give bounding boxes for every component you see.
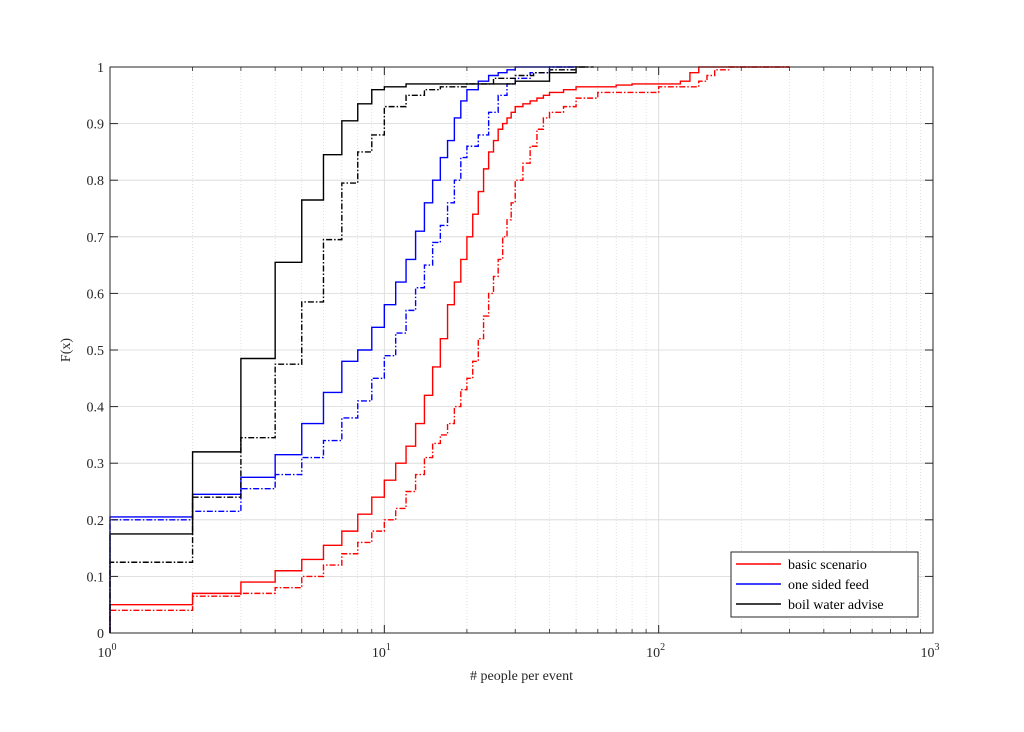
x-tick-label: 100 [98, 642, 117, 661]
series-boil-dashed [109, 66, 594, 633]
tick-labels: 100 101 102 103 0 0.1 0.2 0.3 0.4 0.5 0.6 0.7 0.8 0.9… [87, 61, 940, 661]
y-tick-label: 0.1 [87, 570, 105, 585]
x-axis-title: # people per event [470, 669, 573, 684]
y-tick-label: 0.9 [87, 118, 105, 133]
legend: basic scenario one sided feed boil water a… [730, 551, 919, 618]
y-tick-label: 0 [97, 627, 104, 642]
y-tick-label: 0.6 [87, 287, 105, 302]
y-tick-label: 1 [97, 61, 104, 76]
y-axis-title: F(x) [59, 338, 74, 362]
y-tick-label: 0.5 [87, 344, 105, 359]
y-tick-label: 0.8 [87, 174, 105, 189]
series-one-sided-dashed [109, 66, 577, 633]
grid [109, 66, 934, 634]
x-tick-label: 102 [646, 642, 665, 661]
tick-marks [109, 66, 934, 634]
y-tick-label: 0.7 [87, 231, 105, 246]
legend-box [730, 551, 919, 618]
legend-label: boil water advise [788, 598, 884, 613]
x-tick-label: 103 [921, 642, 940, 661]
legend-label: basic scenario [788, 558, 867, 573]
x-tick-label: 101 [372, 642, 391, 661]
series-boil-solid [109, 66, 588, 633]
y-tick-label: 0.4 [87, 401, 105, 416]
y-tick-label: 0.2 [87, 514, 105, 529]
series-one-sided-solid [109, 66, 577, 633]
series-basic-solid [109, 66, 790, 633]
series-lines [109, 66, 790, 633]
legend-label: one sided feed [788, 578, 869, 593]
y-tick-label: 0.3 [87, 457, 105, 472]
